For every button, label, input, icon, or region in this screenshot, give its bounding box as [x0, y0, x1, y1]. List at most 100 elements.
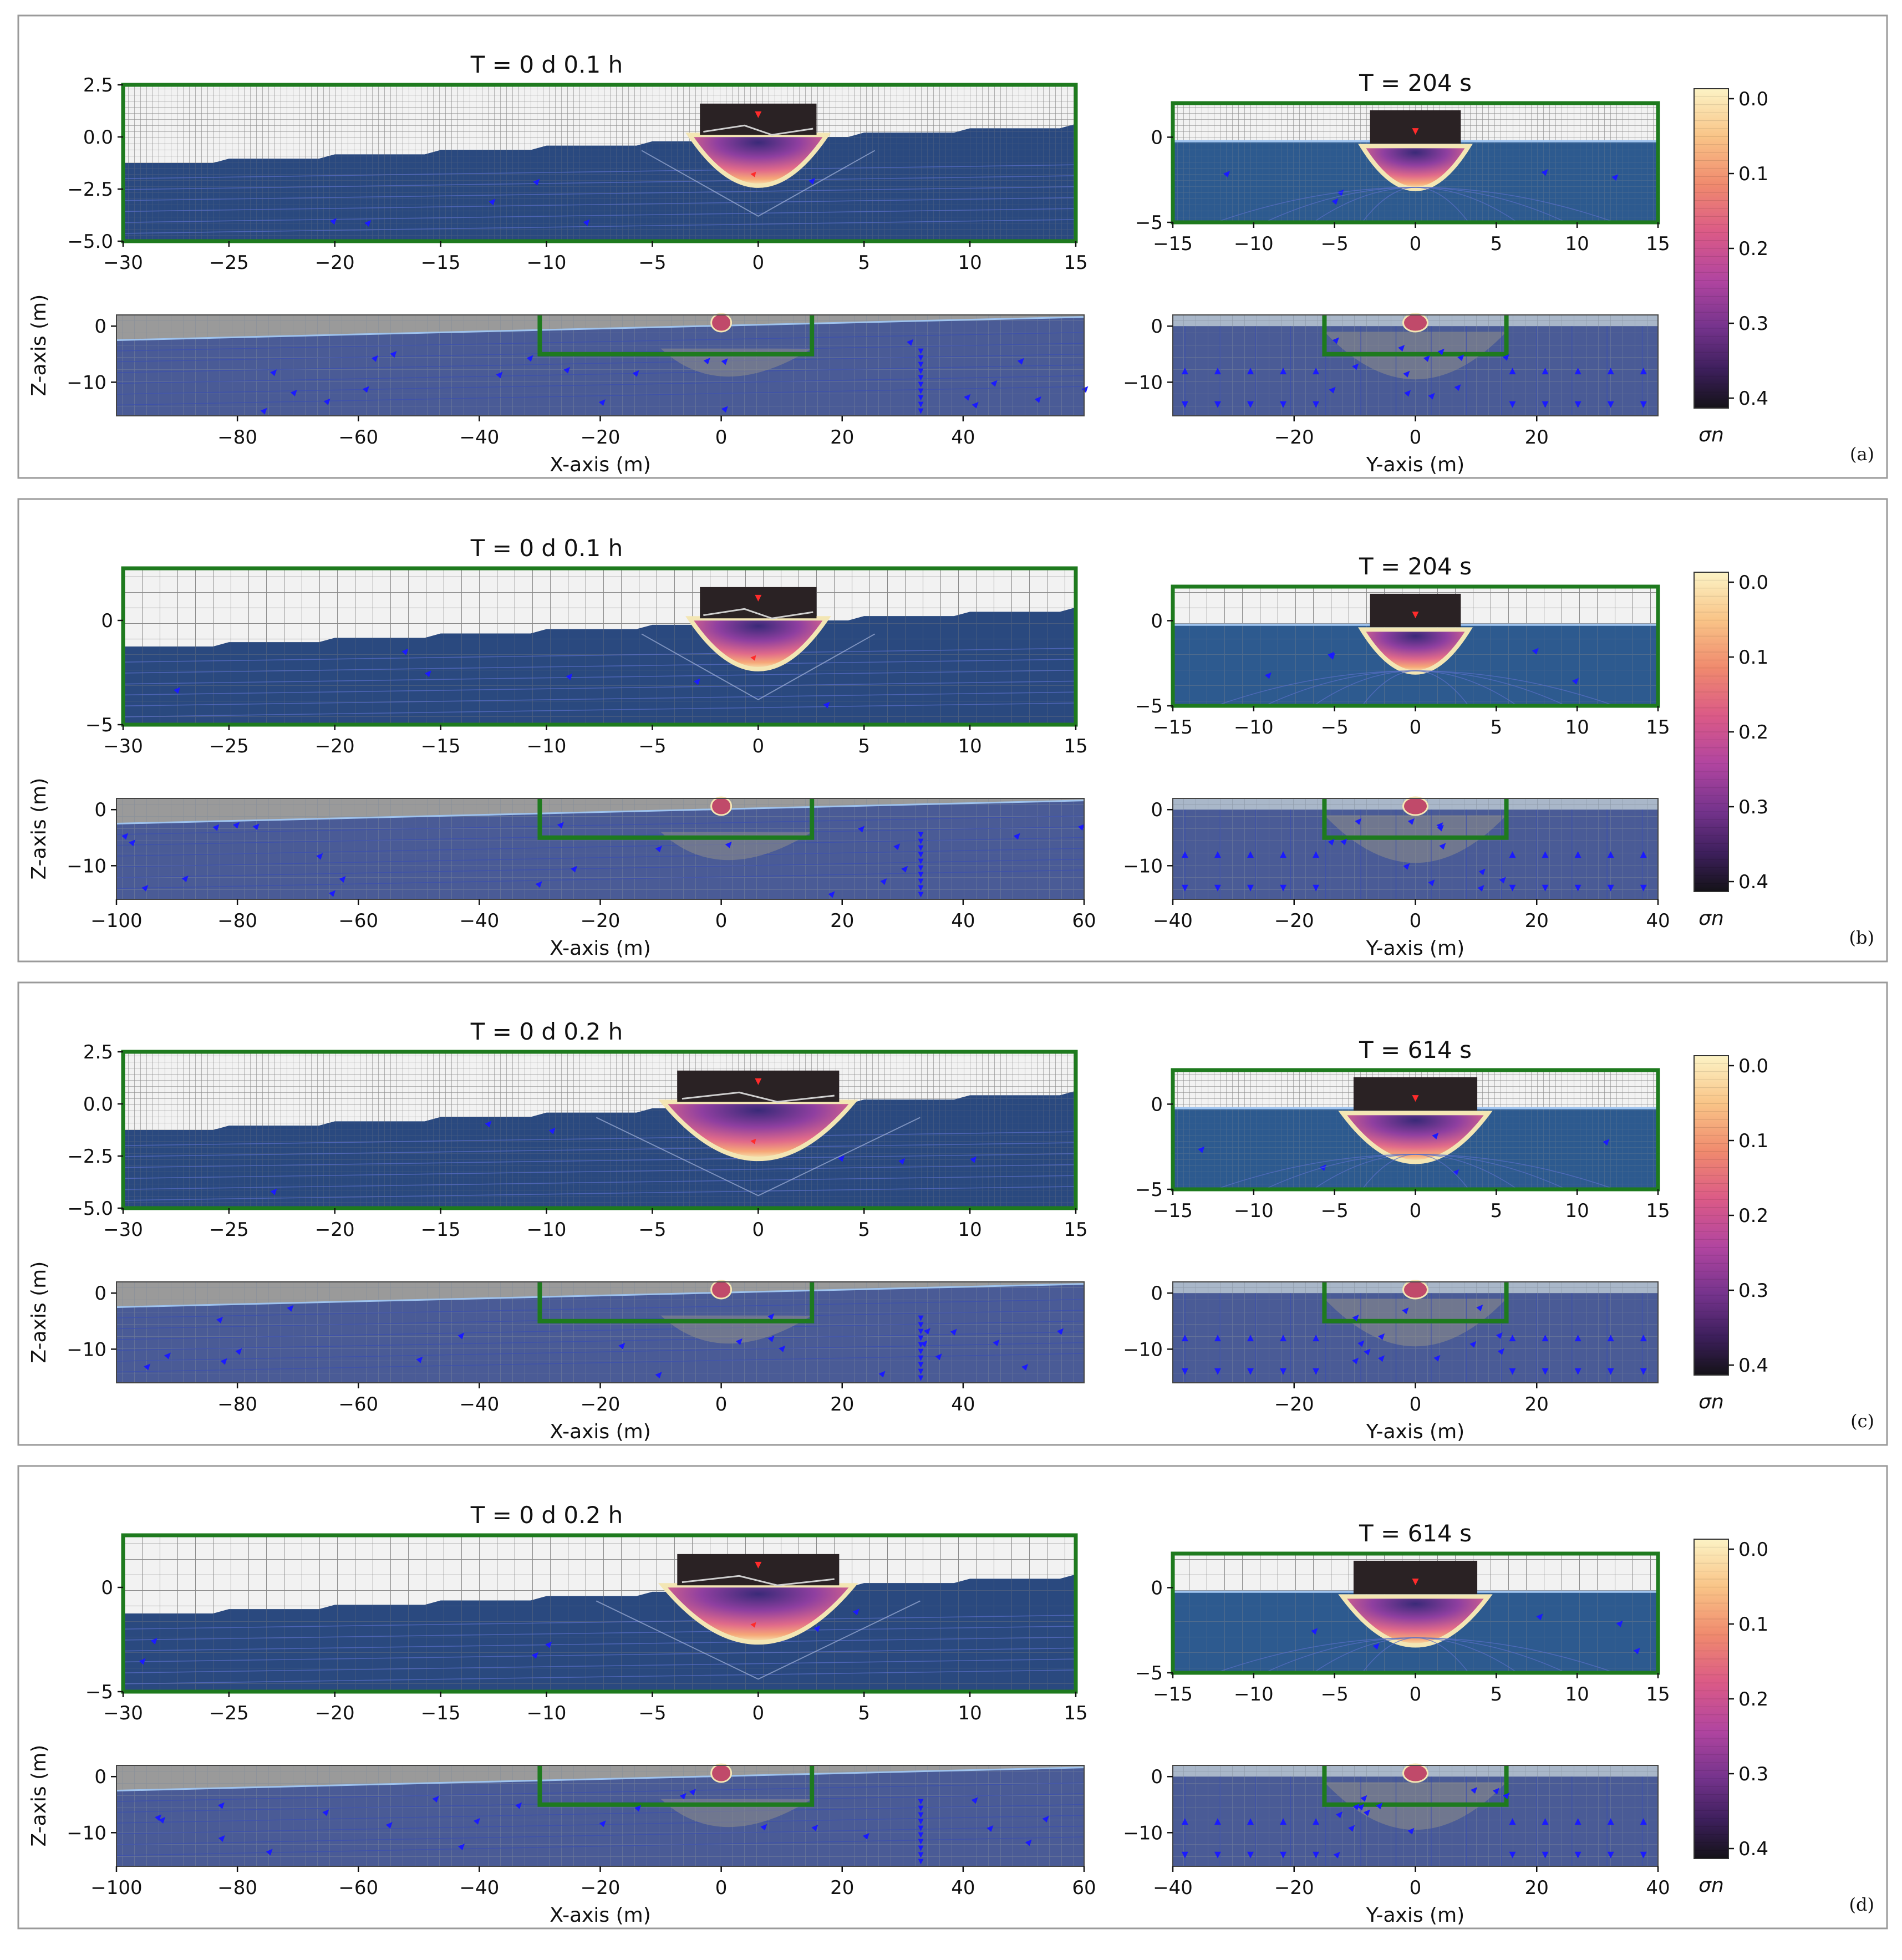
y-tick-label: 2.5	[83, 74, 113, 96]
plume-bulb	[658, 1099, 858, 1162]
flow-arrow	[1329, 386, 1336, 394]
flow-arrow	[1378, 1333, 1385, 1340]
flow-arrow	[1611, 174, 1619, 181]
flow-arrow-down	[1574, 884, 1581, 892]
flow-arrow	[618, 1342, 625, 1350]
flow-arrow	[548, 1127, 556, 1134]
x-tick-label: −15	[1153, 716, 1193, 739]
x-tick-label: 10	[1565, 1683, 1589, 1706]
flow-arrow	[907, 339, 914, 346]
x-tick-label: −20	[1274, 910, 1314, 932]
colorbar-tick-label: 0.3	[1738, 1763, 1768, 1785]
flow-arrow	[1403, 370, 1410, 378]
flow-arrow-down	[1607, 1851, 1614, 1859]
y-tick-label: −10	[1123, 855, 1163, 877]
colorbar-tick-label: 0.3	[1738, 796, 1768, 818]
flow-arrow	[329, 890, 336, 897]
flow-arrow	[1436, 822, 1443, 829]
flow-arrow-down	[1509, 1368, 1516, 1375]
y-tick-label: 0	[94, 315, 106, 338]
x-tick-label: −20	[581, 1393, 621, 1416]
flow-arrow-up	[1181, 851, 1188, 858]
flow-arrow-down	[1640, 1368, 1647, 1375]
flow-arrow-up	[1181, 1335, 1188, 1342]
source-marker	[1412, 612, 1419, 619]
flow-arrow	[901, 866, 908, 873]
x-tick-label: 20	[1525, 426, 1549, 449]
x-tick-label: −60	[338, 1877, 378, 1899]
streamline	[116, 815, 1085, 835]
plume-bulb	[1402, 1763, 1428, 1783]
y-tick-label: 0	[1151, 1282, 1163, 1305]
flow-arrow	[918, 381, 924, 388]
colorbar-tick-label: 0.4	[1738, 1838, 1768, 1860]
x-tick-label: −80	[217, 910, 257, 932]
zoom-window	[1322, 315, 1509, 357]
x-tick-label: 0	[1410, 716, 1422, 739]
flow-arrow-down	[1640, 884, 1647, 892]
panel-label: (d)	[1849, 1894, 1874, 1915]
flow-arrow-down	[1607, 884, 1614, 892]
flow-arrow	[1331, 198, 1339, 205]
plume-bulb	[1402, 313, 1428, 333]
flow-arrow-up	[1607, 1818, 1614, 1825]
flow-arrow	[767, 1335, 775, 1342]
flow-arrow	[583, 219, 590, 226]
x-tick-label: 0	[1410, 1393, 1422, 1416]
x-tick-label: −20	[1274, 426, 1314, 449]
flow-arrow	[1457, 354, 1464, 362]
flow-arrow-down	[1313, 401, 1320, 408]
flow-marker	[750, 655, 756, 661]
flow-arrow	[935, 1353, 942, 1361]
flow-arrow	[290, 389, 297, 396]
contour-line	[641, 633, 876, 701]
flow-arrow	[918, 362, 924, 368]
panel-label: (c)	[1850, 1411, 1874, 1432]
flow-arrow	[1536, 1613, 1543, 1621]
flow-arrow-down	[1181, 1368, 1188, 1375]
panel-border	[17, 981, 1888, 1446]
flow-arrow	[823, 701, 830, 709]
source-marker	[755, 1078, 762, 1085]
y-tick-label: 2.5	[83, 1041, 113, 1063]
flow-arrow-down	[1214, 401, 1221, 408]
streamline	[116, 858, 1085, 878]
flow-arrow-up	[1313, 1335, 1320, 1342]
streamline	[116, 1782, 1085, 1802]
x-section-title: T = 0 d 0.2 h	[470, 1018, 623, 1045]
x-tick-label: −40	[1153, 1877, 1193, 1899]
x-tick-label: −20	[315, 252, 355, 274]
mesh-grid	[116, 315, 1084, 416]
x-tick-label: −80	[217, 1877, 257, 1899]
flow-arrow-up	[1574, 1818, 1581, 1825]
x-tick-label: −5	[1321, 233, 1349, 255]
x-tick-label: 0	[1410, 1877, 1422, 1899]
flow-arrow	[918, 878, 924, 884]
flow-arrow	[533, 179, 540, 186]
x-axis-label: X-axis (m)	[550, 1421, 651, 1443]
flow-arrow	[898, 1158, 906, 1165]
x-tick-label: 0	[1410, 426, 1422, 449]
x-tick-label: −30	[103, 252, 143, 274]
flow-arrow-down	[1509, 884, 1516, 892]
flow-arrow	[121, 833, 129, 840]
contour-line	[641, 150, 876, 217]
water-surface	[116, 1766, 1085, 1791]
z-axis-label: Z-axis (m)	[28, 294, 50, 396]
x-tick-label: −10	[527, 252, 567, 274]
x-tick-label: −40	[1153, 910, 1193, 932]
flow-arrow	[1332, 337, 1339, 344]
streamline	[116, 375, 1085, 395]
y-section-title: T = 204 s	[1359, 69, 1472, 96]
flow-arrow-down	[1181, 1851, 1188, 1859]
flow-arrow	[1264, 672, 1272, 679]
flow-arrow	[139, 1658, 146, 1665]
colorbar-tick-label: 0.2	[1738, 721, 1768, 744]
flow-arrow	[563, 366, 571, 374]
flow-arrow	[1499, 877, 1506, 884]
flow-arrow	[1452, 1169, 1459, 1176]
y-section-title: T = 614 s	[1359, 1036, 1472, 1063]
flow-arrow	[1034, 396, 1041, 403]
domain-box	[121, 83, 1078, 243]
